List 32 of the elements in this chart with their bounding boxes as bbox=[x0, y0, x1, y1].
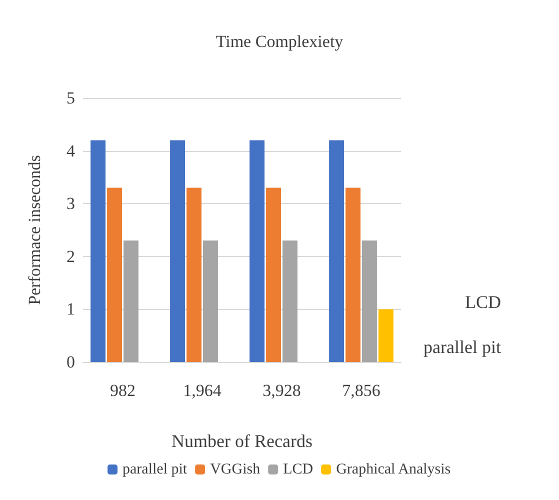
y-tick-label: 1 bbox=[66, 300, 75, 319]
bar bbox=[329, 140, 344, 362]
x-tick-label: 1,964 bbox=[183, 381, 222, 400]
bar bbox=[90, 140, 106, 362]
x-axis-title: Number of Recards bbox=[172, 431, 312, 451]
chart-title: Time Complexiety bbox=[216, 32, 344, 51]
x-tick-label: 982 bbox=[110, 381, 136, 400]
legend-label: parallel pit bbox=[122, 462, 188, 478]
y-tick-label: 2 bbox=[66, 246, 75, 266]
bar bbox=[186, 188, 202, 362]
legend-label: Graphical Analysis bbox=[336, 462, 451, 478]
y-tick-label: 4 bbox=[66, 141, 76, 160]
bar bbox=[203, 240, 218, 362]
bar bbox=[250, 140, 265, 362]
x-tick-label: 3,928 bbox=[262, 381, 301, 400]
text: LCD bbox=[465, 292, 501, 312]
bar bbox=[346, 188, 360, 362]
bar bbox=[362, 240, 377, 362]
legend-label: VGGish bbox=[210, 462, 261, 478]
y-axis-title: Performace inseconds bbox=[25, 155, 44, 305]
x-tick-label: 7,856 bbox=[342, 381, 380, 400]
y-tick-label: 5 bbox=[66, 88, 75, 108]
y-tick-label: 0 bbox=[66, 352, 75, 372]
bar bbox=[378, 309, 394, 362]
bar bbox=[170, 140, 186, 362]
text: parallel pit bbox=[424, 337, 501, 357]
bar bbox=[266, 188, 281, 362]
bar bbox=[124, 240, 138, 362]
bar bbox=[282, 240, 298, 362]
legend-label: LCD bbox=[283, 462, 314, 478]
y-tick-label: 3 bbox=[66, 194, 75, 214]
bar bbox=[107, 188, 122, 362]
